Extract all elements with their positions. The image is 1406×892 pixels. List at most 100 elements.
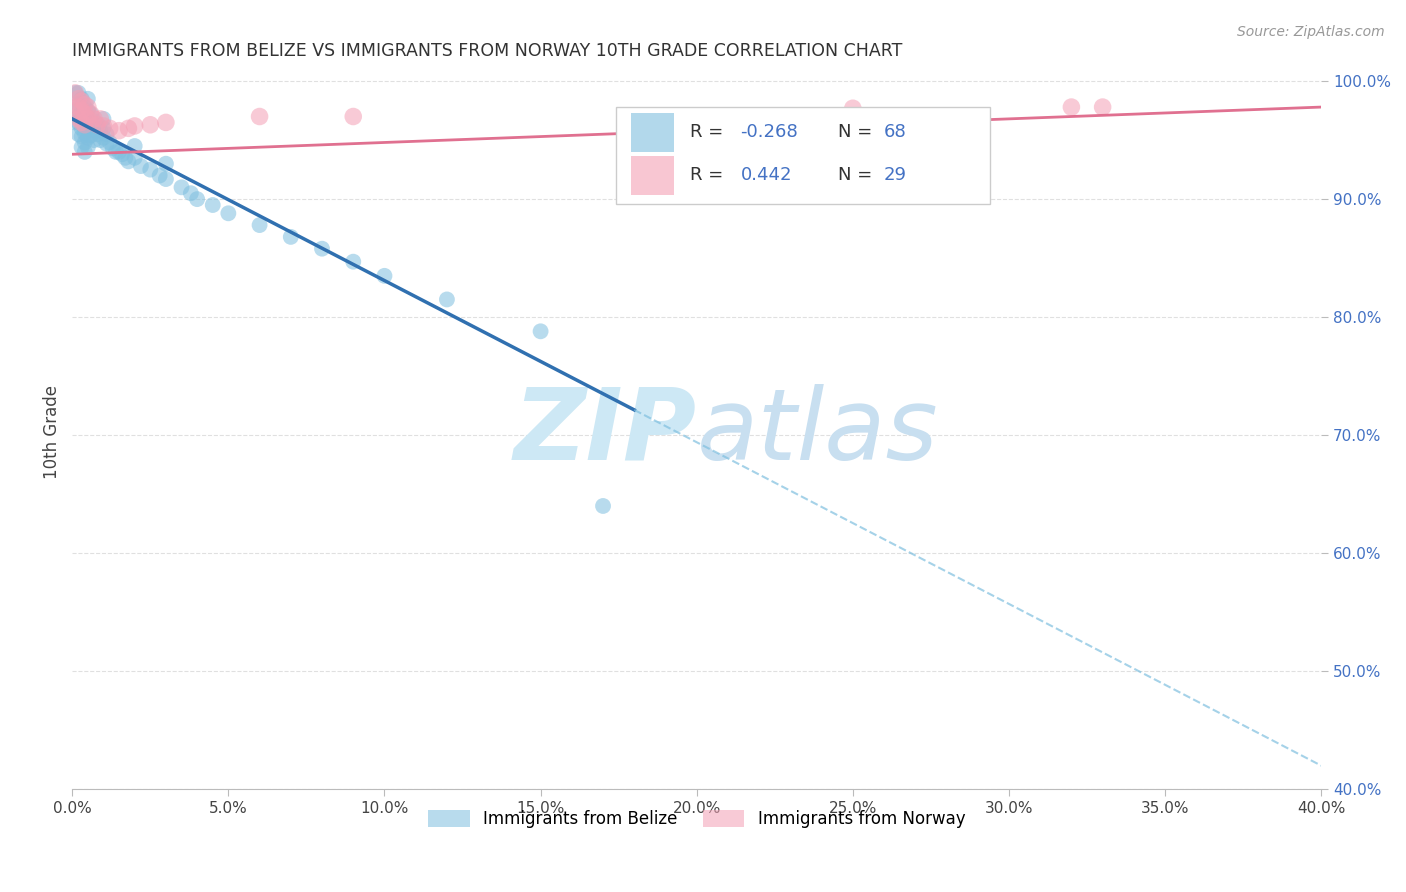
Point [89,133,111,147]
Point [129,159,152,173]
Point [149,169,172,183]
Text: R =: R = [690,123,730,141]
Point [98,136,121,150]
Point [83,114,105,128]
Point [80,119,103,133]
Point [83,112,105,126]
Point [373,268,395,283]
Point [249,110,271,124]
Point [108,123,131,137]
Point [124,151,146,165]
Point [76,103,98,118]
Point [1091,100,1114,114]
Point [89,112,111,126]
Point [83,123,105,137]
Point [70,121,93,136]
Point [280,230,302,244]
Text: ZIP: ZIP [513,384,697,481]
Point [80,107,103,121]
Point [67,86,90,100]
Point [70,103,93,118]
Text: R =: R = [690,166,735,184]
Point [67,112,90,126]
Point [529,324,551,338]
Text: atlas: atlas [697,384,938,481]
Y-axis label: 10th Grade: 10th Grade [44,385,60,479]
Point [117,154,139,169]
Point [80,107,103,121]
Text: 68: 68 [884,123,907,141]
Point [76,121,98,136]
Point [70,140,93,154]
Point [67,115,90,129]
Point [76,130,98,145]
Text: 0.442: 0.442 [741,166,792,184]
Point [101,141,124,155]
Point [124,139,146,153]
Point [65,86,87,100]
Point [342,254,364,268]
Point [114,151,136,165]
Point [73,107,96,121]
Text: -0.268: -0.268 [741,123,799,141]
Point [86,127,108,141]
Point [592,499,614,513]
Point [76,100,98,114]
Point [201,198,224,212]
Point [67,92,90,106]
Point [76,92,98,106]
Point [217,206,239,220]
Point [155,157,177,171]
Point [73,97,96,112]
Point [139,162,162,177]
Point [96,127,118,141]
Point [108,145,131,159]
Text: 29: 29 [884,166,907,184]
Point [73,145,96,159]
Legend: Immigrants from Belize, Immigrants from Norway: Immigrants from Belize, Immigrants from … [422,803,972,834]
Point [311,242,333,256]
Point [86,118,108,132]
Point [73,100,96,114]
FancyBboxPatch shape [616,107,990,203]
Point [70,92,93,106]
Point [155,172,177,186]
Point [65,103,87,118]
Text: N =: N = [838,166,877,184]
Point [67,110,90,124]
Point [67,100,90,114]
Point [139,118,162,132]
Point [93,119,115,133]
Point [76,112,98,126]
Point [98,121,121,136]
Point [1060,100,1083,114]
Point [93,112,115,126]
Point [73,118,96,132]
Point [93,121,115,136]
FancyBboxPatch shape [630,155,675,194]
Point [93,130,115,145]
Point [70,129,93,144]
Point [111,147,134,161]
Point [96,136,118,151]
Point [65,86,87,100]
Text: Source: ZipAtlas.com: Source: ZipAtlas.com [1237,25,1385,39]
Point [70,103,93,118]
Point [76,140,98,154]
Point [155,115,177,129]
Text: IMMIGRANTS FROM BELIZE VS IMMIGRANTS FROM NORWAY 10TH GRADE CORRELATION CHART: IMMIGRANTS FROM BELIZE VS IMMIGRANTS FRO… [72,42,903,60]
Point [124,119,146,133]
Point [73,126,96,140]
Point [67,127,90,141]
Point [65,103,87,118]
Point [842,101,865,115]
Point [70,112,93,126]
FancyBboxPatch shape [630,112,675,152]
Point [180,186,202,201]
Point [73,118,96,132]
Point [104,145,127,159]
Text: N =: N = [838,123,877,141]
Point [70,115,93,129]
Point [65,115,87,129]
Point [436,293,458,307]
